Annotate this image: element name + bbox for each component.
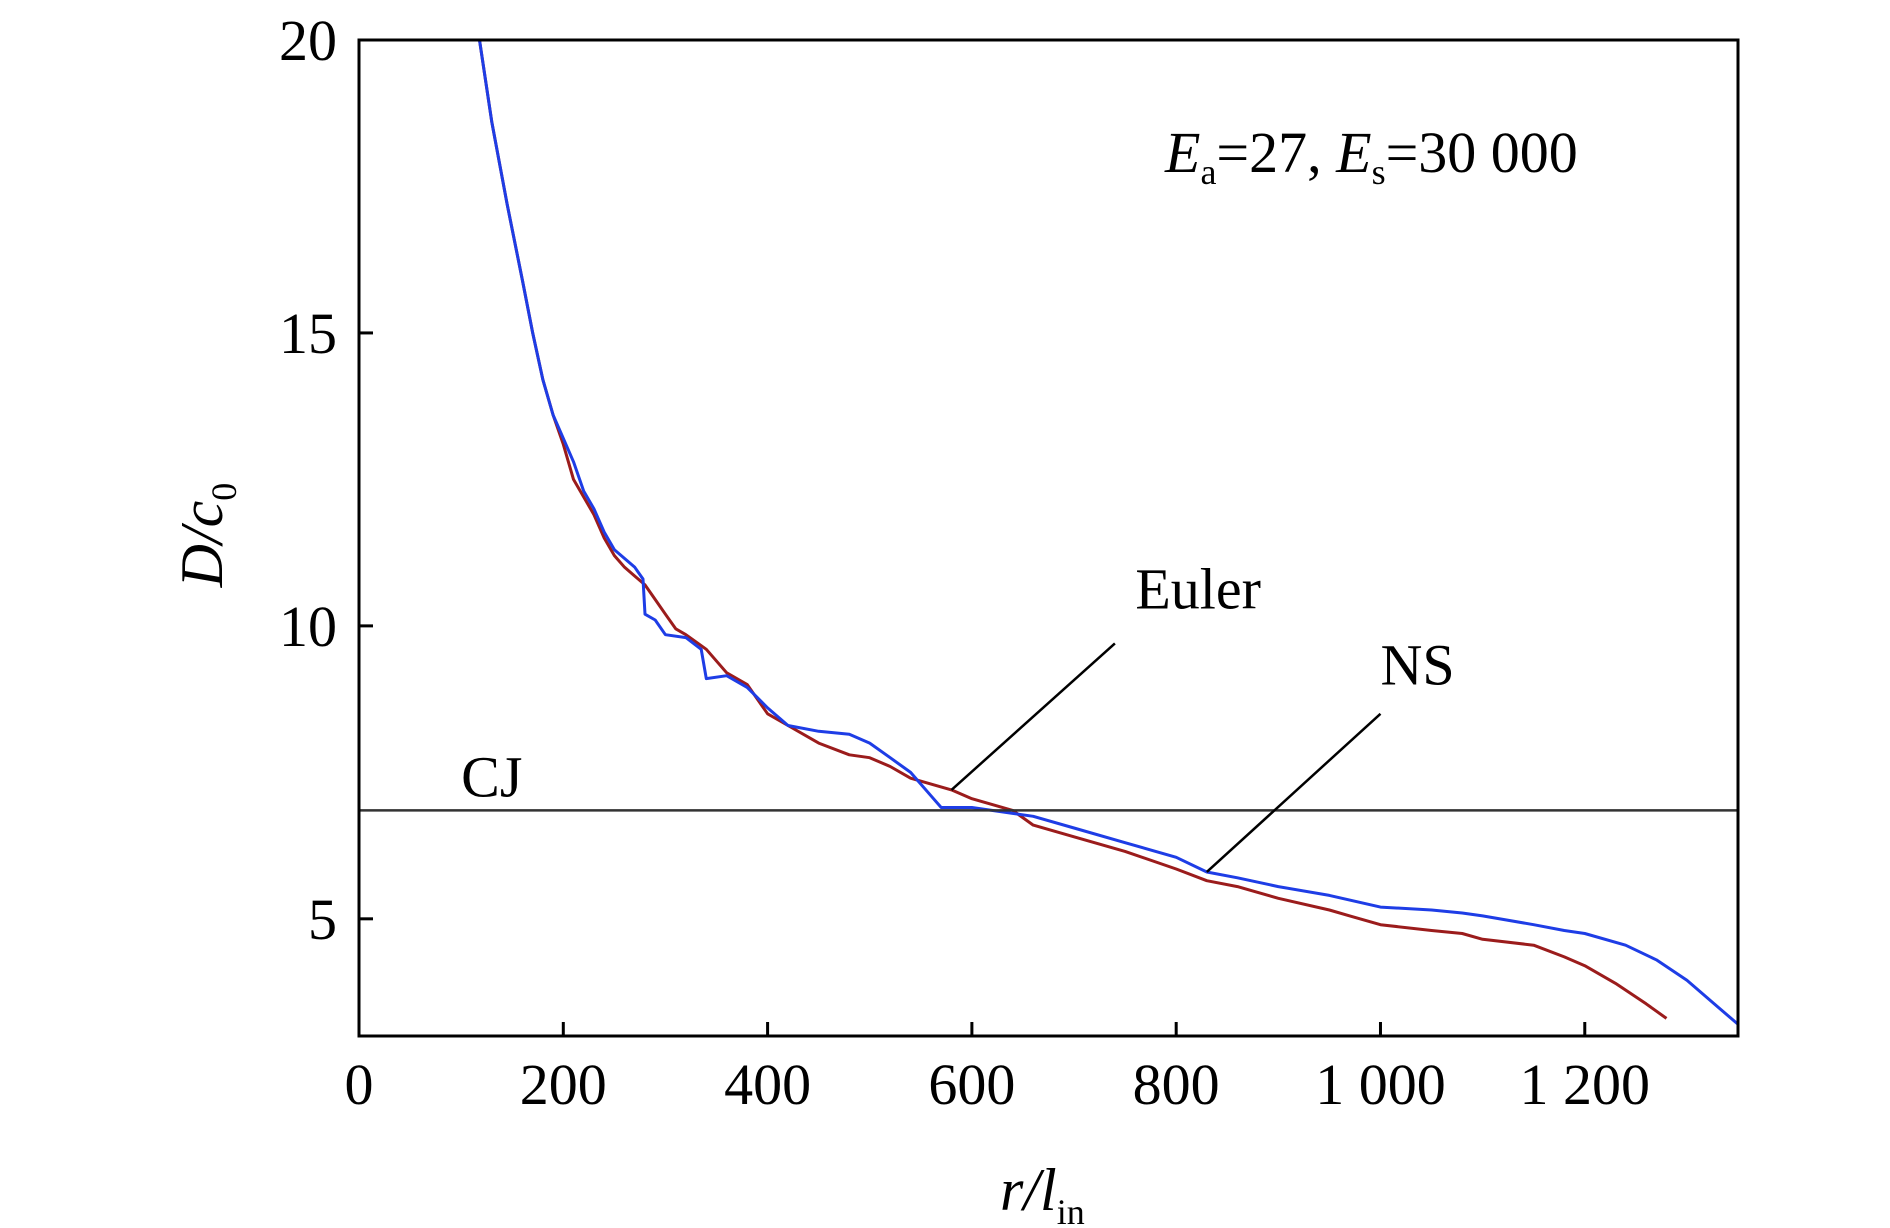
plot-frame — [357, 38, 1740, 1038]
x-tick-label: 1 000 — [1315, 1052, 1446, 1117]
y-axis-title: D/c0 — [169, 483, 244, 589]
leader-line-euler — [950, 642, 1116, 791]
x-tick-label: 0 — [345, 1052, 374, 1117]
y-tick-label: 20 — [279, 8, 337, 73]
axis-layer: 0 200 400 600 800 1 000 1 200 5 10 15 20 — [279, 8, 1650, 1117]
reference-layer: CJ — [359, 744, 1738, 812]
y-tick-label: 5 — [308, 887, 337, 952]
series-label-ns: NS — [1380, 632, 1454, 697]
series-line-ns — [478, 39, 1739, 1026]
x-tick-label: 400 — [724, 1052, 811, 1117]
x-tick-label: 200 — [520, 1052, 607, 1117]
x-axis-title: r/lin — [1000, 1157, 1085, 1228]
x-tick-label: 800 — [1133, 1052, 1220, 1117]
annotation-layer: Euler NS — [950, 556, 1455, 873]
y-tick-label: 10 — [279, 594, 337, 659]
series-label-euler: Euler — [1135, 556, 1261, 621]
series-layer — [478, 39, 1739, 1026]
x-tick-label: 1 200 — [1520, 1052, 1651, 1117]
annotation-text: Ea=27, Es=30 000 — [1164, 120, 1578, 192]
series-line-euler — [478, 39, 1668, 1020]
cj-label: CJ — [461, 744, 522, 809]
x-tick-label: 600 — [928, 1052, 1015, 1117]
leader-line-ns — [1205, 712, 1382, 873]
y-tick-label: 15 — [279, 301, 337, 366]
